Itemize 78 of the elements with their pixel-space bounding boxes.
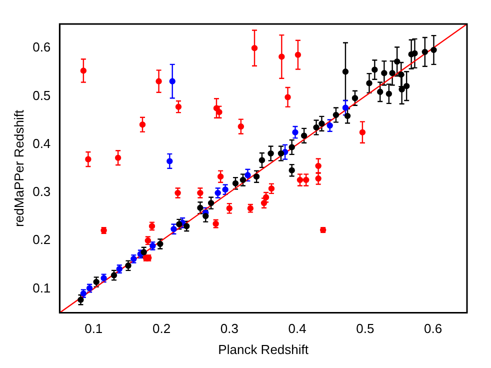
x-tick-label: 0.1 [84, 321, 103, 336]
point [140, 249, 147, 256]
point [288, 144, 295, 150]
point [156, 78, 162, 84]
point [268, 150, 274, 157]
point [422, 48, 428, 56]
x-tick-label: 0.2 [152, 321, 171, 336]
point [268, 186, 275, 192]
point [226, 205, 232, 212]
point [372, 66, 378, 73]
point [359, 129, 366, 136]
point [244, 172, 251, 178]
point [430, 46, 437, 54]
point [412, 50, 418, 56]
point [300, 132, 308, 139]
point [240, 176, 246, 184]
y-tick-label: 0.1 [32, 280, 51, 296]
point [208, 200, 214, 206]
point [176, 221, 182, 228]
point [278, 54, 285, 60]
point [352, 95, 358, 102]
x-axis-title: Planck Redshift [218, 342, 309, 357]
point [403, 82, 410, 90]
point [78, 296, 84, 303]
point [238, 123, 244, 130]
y-tick-label: 0.2 [32, 232, 51, 248]
point [315, 175, 322, 182]
point [184, 223, 190, 230]
point [292, 129, 298, 136]
point [398, 71, 404, 78]
point [344, 112, 351, 120]
point [125, 262, 132, 269]
point [114, 154, 122, 161]
point [326, 122, 333, 129]
point [313, 124, 320, 131]
point [394, 58, 400, 65]
y-axis-title: redMaPPer Redshift [11, 109, 26, 227]
x-tick-label: 0.5 [356, 321, 374, 336]
point [262, 194, 270, 200]
point [232, 180, 239, 186]
point [288, 167, 295, 174]
point [217, 173, 224, 180]
point [377, 88, 384, 95]
point [175, 104, 182, 110]
y-tick-label: 0.4 [32, 136, 51, 151]
point [315, 162, 322, 170]
point [318, 120, 325, 127]
point [386, 90, 392, 97]
point [85, 156, 92, 162]
point [342, 104, 349, 111]
point [258, 157, 266, 164]
point [202, 212, 209, 220]
point [398, 86, 405, 93]
point [381, 70, 388, 76]
point [389, 70, 396, 76]
x-tick-label: 0.4 [288, 321, 306, 336]
point [294, 52, 302, 58]
point [251, 44, 258, 52]
y-tick-label: 0.5 [32, 88, 51, 103]
point [303, 176, 310, 184]
point [139, 122, 146, 128]
point [278, 150, 284, 157]
y-tick-label: 0.3 [32, 184, 51, 200]
point [110, 272, 118, 278]
point [166, 158, 173, 164]
point [296, 176, 304, 184]
point [169, 78, 176, 84]
point [253, 173, 260, 180]
point [80, 68, 87, 74]
point [284, 94, 291, 100]
point [216, 108, 222, 116]
x-tick-label: 0.3 [220, 321, 238, 336]
y-tick-label: 0.6 [32, 40, 51, 55]
x-tick-label: 0.6 [424, 321, 442, 336]
point [366, 80, 372, 86]
point [332, 112, 340, 118]
point [342, 68, 349, 75]
point [197, 204, 204, 211]
